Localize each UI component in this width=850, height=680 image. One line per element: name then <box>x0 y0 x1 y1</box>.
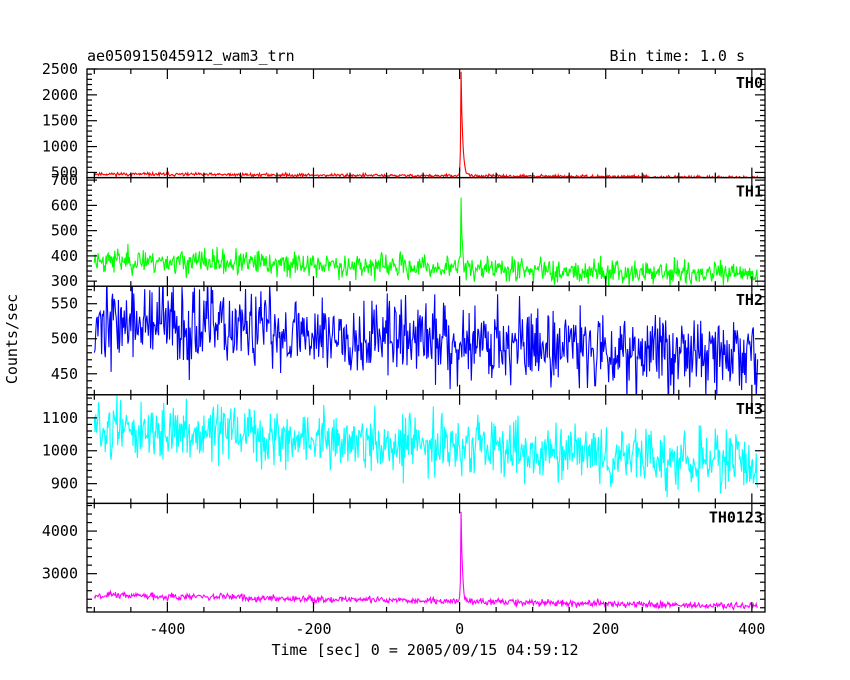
panel-th3: 900 1000 1100 TH3 <box>42 394 766 505</box>
series-label: TH3 <box>736 400 763 418</box>
series-line-th3 <box>93 394 759 498</box>
chart-title: ae050915045912_wam3_trn <box>87 47 295 65</box>
series-line-th1 <box>93 197 759 287</box>
y-tick-label: 2000 <box>42 86 78 104</box>
x-tick-label: -400 <box>149 620 185 638</box>
y-tick-label: 900 <box>51 475 78 493</box>
panel-frame <box>86 68 766 179</box>
y-tick-label: 500 <box>51 222 78 240</box>
y-tick-label: 2500 <box>42 60 78 78</box>
x-axis-label: Time [sec] 0 = 2005/09/15 04:59:12 <box>271 641 578 659</box>
y-tick-label: 700 <box>51 171 78 189</box>
y-tick-label: 400 <box>51 247 78 265</box>
y-tick-label: 300 <box>51 272 78 290</box>
y-tick-label: 500 <box>51 330 78 348</box>
y-tick-label: 450 <box>51 365 78 383</box>
series-label: TH0123 <box>709 508 763 526</box>
series-line-th2 <box>93 286 759 395</box>
panel-th0: 500 1000 1500 2000 2500 TH0 <box>42 60 766 181</box>
panel-th0123: 3000 4000 TH0123 <box>42 502 766 613</box>
y-tick-label: 1000 <box>42 442 78 460</box>
series-label: TH0 <box>736 74 763 92</box>
x-tick-label: 0 <box>455 620 464 638</box>
panels: 5001000150020002500TH0300400500600700TH1… <box>42 60 766 638</box>
y-axis-label: Counts/sec <box>3 294 21 384</box>
series-label: TH2 <box>736 291 763 309</box>
y-tick-label: 4000 <box>42 522 78 540</box>
y-tick-label: 500 <box>51 163 78 181</box>
panel-th1: 300 400 500 600 700 TH1 <box>51 171 766 290</box>
series-line-th0 <box>93 71 759 178</box>
series-label: TH1 <box>736 183 763 201</box>
panel-th2: 450 500 550 TH2 <box>51 285 766 396</box>
y-tick-label: 550 <box>51 295 78 313</box>
x-tick-label: -200 <box>295 620 331 638</box>
series-line-th0123 <box>93 511 758 611</box>
panel-frame <box>86 502 766 613</box>
y-tick-label: 600 <box>51 196 78 214</box>
x-tick-label: 400 <box>738 620 765 638</box>
x-tick-label: 200 <box>592 620 619 638</box>
y-tick-label: 1500 <box>42 112 78 130</box>
y-tick-label: 1100 <box>42 409 78 427</box>
y-tick-label: 1000 <box>42 138 78 156</box>
bin-time-label: Bin time: 1.0 s <box>610 47 745 65</box>
y-tick-label: 3000 <box>42 565 78 583</box>
